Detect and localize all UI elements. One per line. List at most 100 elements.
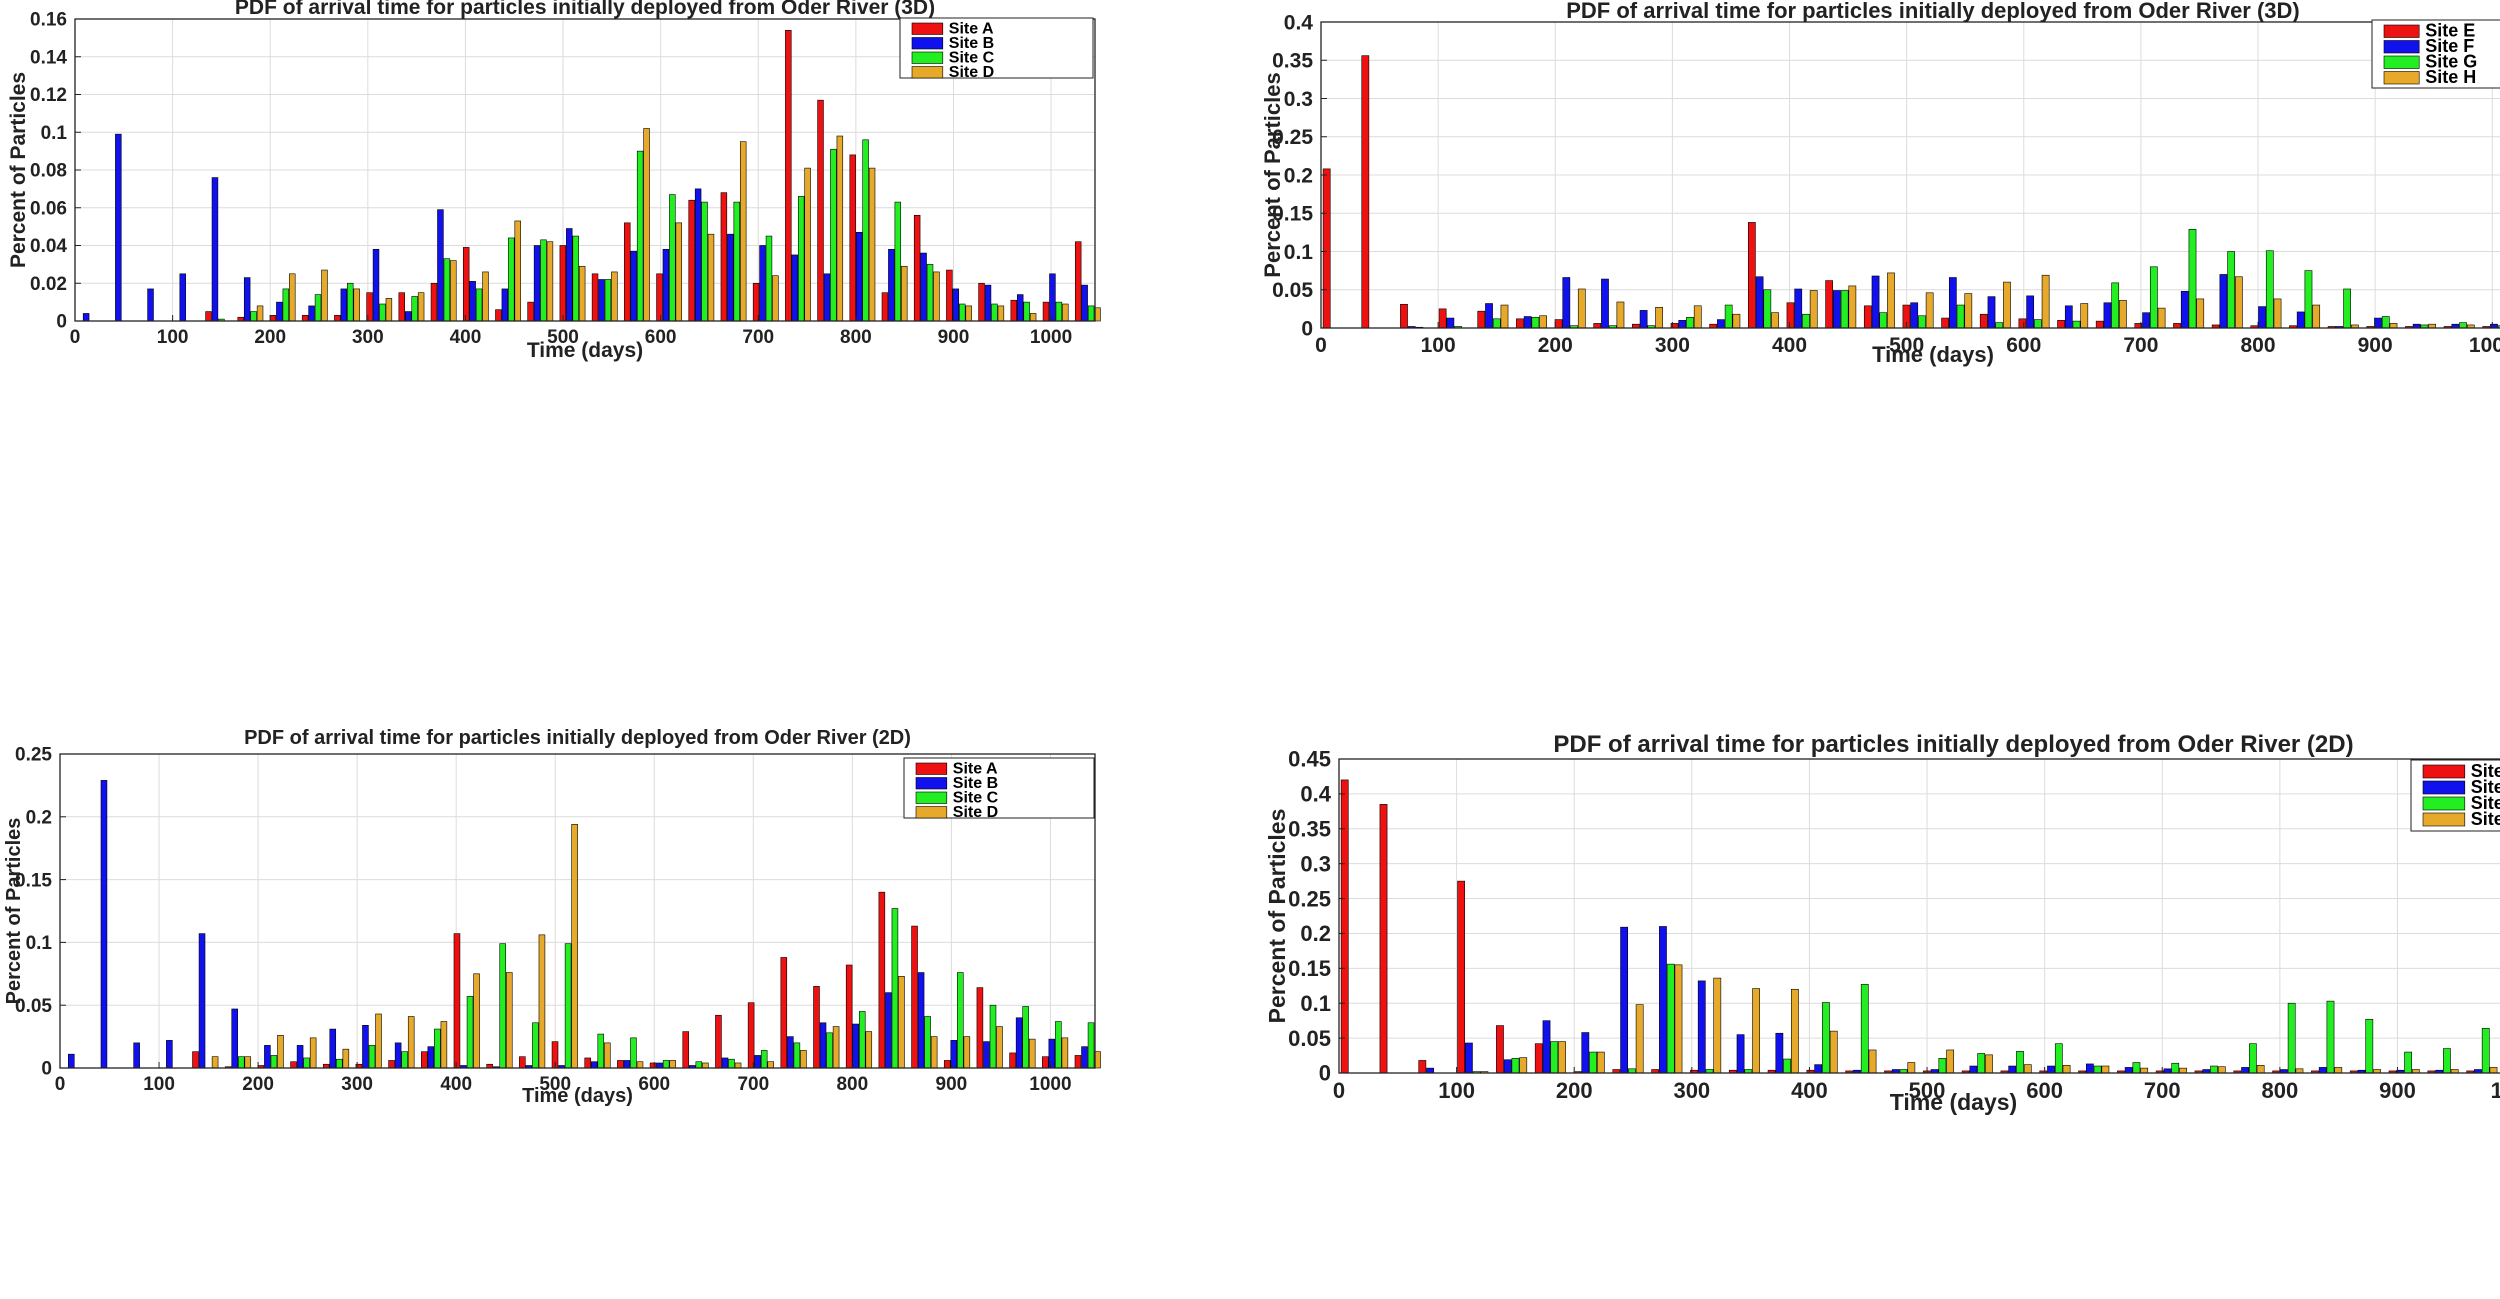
chart-title: PDF of arrival time for particles initia… (235, 0, 935, 19)
bar-site-d (707, 233, 715, 322)
bar-site-a (1009, 1052, 1016, 1069)
bar-site-e (1477, 310, 1486, 329)
bar-site-c (797, 196, 805, 322)
y-tick-label: 0.2 (1300, 921, 1331, 946)
y-tick-label: 0 (1301, 317, 1313, 340)
bar-site-c (630, 1037, 637, 1069)
bar-site-f (2258, 306, 2266, 329)
bar-site-h (1848, 285, 1857, 329)
legend-label: Site E (2425, 21, 2475, 41)
bar-site-d (702, 1062, 709, 1069)
y-axis-label: Percent of Particles (7, 72, 30, 268)
bar-site-c (894, 201, 902, 322)
bar-site-d (804, 167, 811, 322)
bar-site-c (1055, 1021, 1062, 1069)
bar-site-c (669, 194, 676, 322)
bar-site-b (823, 273, 831, 322)
bar-site-b (888, 248, 895, 322)
bar-site-g (1511, 1058, 1520, 1074)
bar-site-h (2157, 307, 2166, 329)
y-tick-label: 0.1 (1284, 241, 1314, 264)
bar-site-b (791, 254, 798, 322)
y-axis-label: Percent of Particles (1260, 72, 1285, 277)
bar-site-d (963, 1036, 971, 1069)
legend-label: Site C (953, 790, 999, 807)
bar-site-f (1562, 277, 1571, 329)
legend-swatch (911, 22, 944, 35)
x-tick-label: 600 (2006, 334, 2041, 357)
x-tick-label: 400 (1791, 1078, 1828, 1103)
legend-label: Site G (2471, 793, 2500, 813)
legend-label: Site B (949, 35, 994, 52)
chart-3d-sites-e-h: 0 100 200 300 400 500 600 700 800 900 1000 0 0.05 0.1… (1260, 0, 2500, 367)
bar-site-f (1465, 1042, 1473, 1074)
legend-swatch (2383, 71, 2420, 85)
legend-label: Site H (2425, 67, 2476, 87)
bar-site-b (115, 133, 122, 322)
bar-site-c (760, 1050, 768, 1069)
bar-site-g (2054, 1043, 2063, 1074)
bar-site-b (920, 252, 927, 322)
bar-site-g (2287, 1002, 2296, 1074)
bar-site-c (282, 288, 290, 322)
bar-site-a (911, 925, 918, 1069)
bar-site-e (1941, 317, 1949, 329)
bar-site-g (1686, 316, 1694, 329)
bar-site-f (1601, 278, 1609, 329)
bar-site-h (2101, 1065, 2110, 1074)
legend-swatch (2422, 812, 2466, 827)
bar-site-h (1539, 315, 1547, 329)
x-tick-label: 300 (1673, 1078, 1710, 1103)
x-tick-label: 700 (2123, 334, 2158, 357)
bar-site-a (817, 99, 824, 322)
legend-label: Site F (2471, 777, 2500, 797)
bar-site-b (630, 250, 637, 322)
x-axis-label: Time (days) (1872, 342, 1994, 367)
x-tick-label: 800 (836, 1074, 868, 1095)
bar-site-c (368, 1045, 376, 1069)
bar-site-a (1010, 299, 1017, 322)
x-tick-label: 1000 (1030, 327, 1072, 348)
bar-site-h (1732, 313, 1741, 329)
x-tick-label: 800 (2262, 1078, 2299, 1103)
bar-site-d (767, 1061, 775, 1069)
bar-site-c (636, 150, 644, 322)
bar-site-a (813, 986, 820, 1069)
y-tick-label: 0.15 (1288, 956, 1331, 981)
y-tick-label: 0.2 (1284, 164, 1313, 187)
bar-site-b (340, 288, 348, 322)
bar-site-g (1783, 1058, 1792, 1074)
bar-site-b (727, 233, 734, 322)
bar-site-c (793, 1042, 801, 1069)
legend-label: Site B (953, 775, 998, 792)
bar-site-a (1042, 301, 1050, 322)
bar-site-g (1956, 304, 1965, 329)
bar-site-e (1516, 318, 1524, 329)
bar-site-d (407, 1016, 415, 1069)
bar-site-g (2227, 251, 2236, 329)
legend-swatch (911, 37, 944, 50)
bar-site-g (2132, 1062, 2141, 1074)
y-tick-label: 0 (1319, 1061, 1331, 1086)
x-tick-label: 100 (157, 327, 189, 348)
x-tick-label: 1000 (2469, 334, 2500, 357)
bar-site-f (2047, 1065, 2055, 1074)
bar-site-g (2072, 320, 2081, 329)
x-axis-label: Time (days) (527, 339, 643, 362)
bar-site-g (2343, 288, 2351, 329)
x-tick-label: 700 (742, 327, 774, 348)
bar-site-h (2389, 323, 2398, 329)
bar-site-b (68, 1053, 75, 1069)
bar-site-g (1977, 1053, 1986, 1074)
x-tick-label: 600 (2026, 1078, 2063, 1103)
bar-site-e (2018, 318, 2027, 329)
bar-site-f (1794, 288, 1803, 329)
chart-panel-bottom-left: 0 100 200 300 400 500 600 700 800 900 1000 0 0.05 0.1… (0, 650, 1250, 1299)
bar-site-c (270, 1055, 278, 1069)
bar-site-d (836, 135, 844, 322)
bar-site-a (780, 957, 788, 1069)
bar-site-b (721, 1057, 729, 1069)
bar-site-g (2265, 250, 2274, 329)
y-tick-label: 0.05 (1272, 279, 1313, 302)
bar-site-c (250, 311, 257, 322)
